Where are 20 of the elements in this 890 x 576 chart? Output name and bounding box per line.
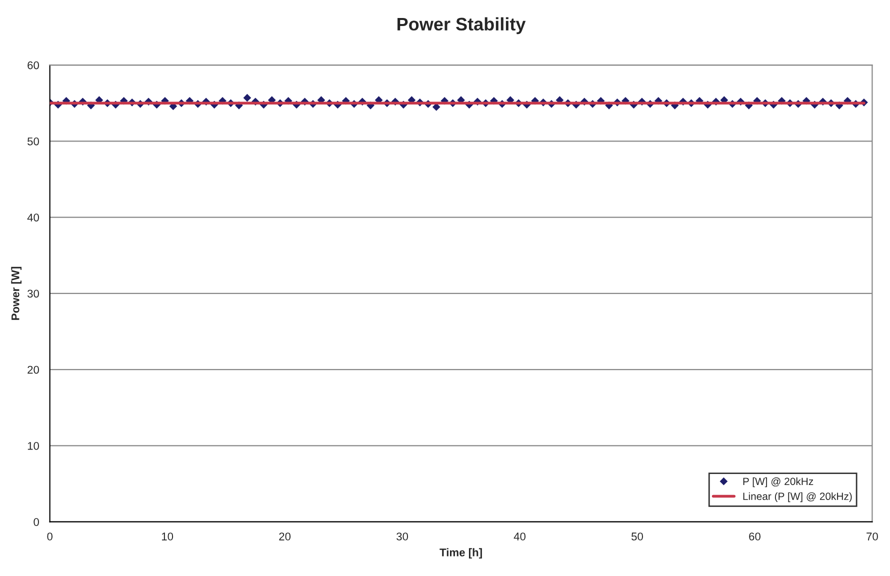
y-tick-label: 0 <box>34 518 39 526</box>
y-tick-label: 40 <box>27 214 39 222</box>
y-axis-title: Power [W] <box>11 266 22 320</box>
legend-label: P [W] @ 20kHz <box>743 477 814 488</box>
x-tick-label: 30 <box>396 532 408 540</box>
y-tick-label: 20 <box>28 366 39 374</box>
x-tick-label: 20 <box>279 532 291 540</box>
chart-title: Power Stability <box>398 17 526 34</box>
x-axis-title: Time [h] <box>440 548 482 559</box>
y-tick-label: 30 <box>27 290 39 298</box>
legend-label: Linear (P [W] @ 20kHz) <box>743 492 852 502</box>
y-tick-label: 10 <box>28 442 39 450</box>
x-tick-label: 60 <box>749 532 760 540</box>
x-tick-label: 10 <box>162 532 174 540</box>
y-tick-label: 60 <box>28 61 39 70</box>
y-tick-label: 50 <box>28 137 39 146</box>
x-tick-label: 50 <box>632 532 643 540</box>
x-tick-label: 0 <box>47 532 52 540</box>
x-tick-label: 70 <box>866 532 878 540</box>
x-tick-label: 40 <box>514 532 526 540</box>
